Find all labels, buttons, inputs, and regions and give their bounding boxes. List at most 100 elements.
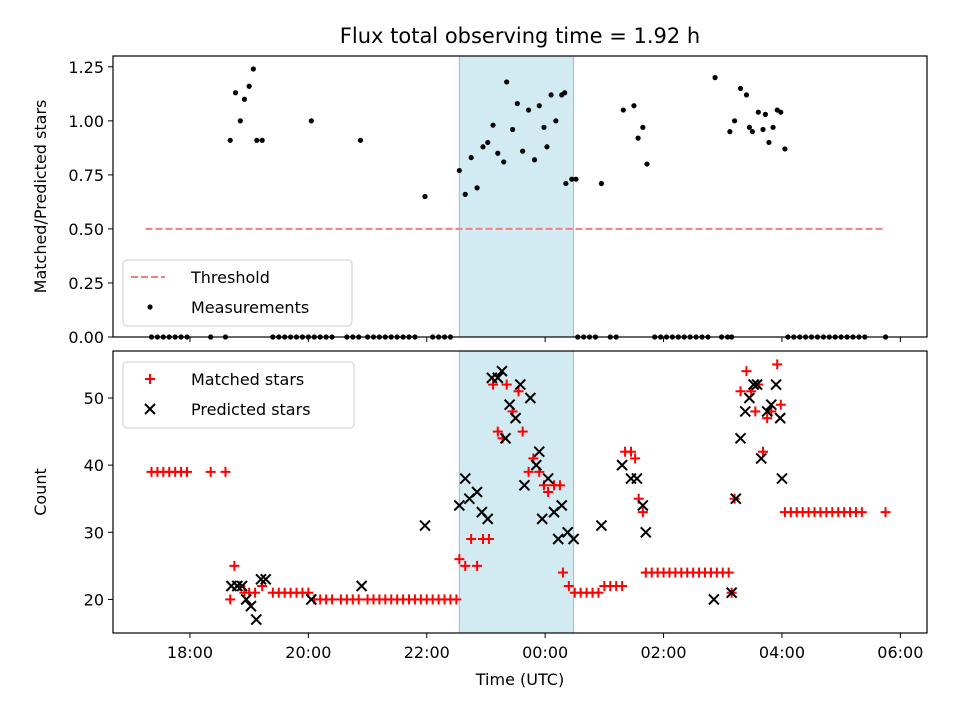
x-tick-label: 20:00 xyxy=(285,643,331,662)
predicted-point xyxy=(743,392,756,404)
measurement-point xyxy=(766,139,772,146)
measurement-point xyxy=(509,126,516,133)
measurement-point xyxy=(573,176,579,182)
measurement-point xyxy=(640,124,646,130)
x-axis-label: Time (UTC) xyxy=(475,670,564,689)
y-tick-label: 40 xyxy=(84,456,104,475)
predicted-point xyxy=(734,432,747,444)
measurement-point xyxy=(553,118,559,124)
matched-point xyxy=(543,487,554,497)
y-tick-label: 50 xyxy=(84,389,104,408)
measurement-point xyxy=(755,109,761,115)
measurement-point xyxy=(631,103,637,109)
predicted-point xyxy=(518,479,531,491)
legend-box xyxy=(122,361,355,429)
y-tick-label: 20 xyxy=(84,590,104,609)
measurement-point xyxy=(712,75,718,81)
measurement-point xyxy=(514,100,520,107)
matched-point xyxy=(557,567,568,578)
matched-point xyxy=(225,594,236,605)
predicted-point xyxy=(567,533,580,545)
matched-point xyxy=(593,587,604,598)
measurement-point xyxy=(544,144,550,150)
measurement-point xyxy=(237,118,243,124)
x-tick-label: 22:00 xyxy=(404,643,450,662)
axes-frame xyxy=(112,55,928,338)
predicted-point xyxy=(524,392,537,404)
measurement-point xyxy=(770,124,776,130)
measurement-point xyxy=(495,150,501,156)
predicted-point xyxy=(637,499,649,512)
legend-label: Matched stars xyxy=(191,370,304,389)
predicted-point xyxy=(552,533,564,545)
measurement-point xyxy=(548,92,554,98)
measurement-point xyxy=(749,129,755,135)
y-tick-label: 0.00 xyxy=(68,328,104,347)
predicted-point xyxy=(260,573,272,585)
predicted-point xyxy=(595,519,608,532)
predicted-point xyxy=(776,472,788,485)
y-tick-label: 30 xyxy=(84,523,104,542)
y-tick-label: 1.00 xyxy=(68,112,104,131)
predicted-point xyxy=(533,446,545,458)
measurement-point xyxy=(727,129,733,135)
matched-point xyxy=(182,466,192,477)
measurement-point xyxy=(480,144,486,150)
measurement-point xyxy=(525,107,532,113)
legend: Threshold Measurements xyxy=(122,259,353,327)
predicted-point xyxy=(616,459,628,471)
matched-point xyxy=(762,413,773,424)
predicted-point xyxy=(236,580,248,592)
predicted-point xyxy=(492,372,504,384)
chart-title: Flux total observing time = 1.92 h xyxy=(340,24,700,48)
predicted-point xyxy=(240,593,252,606)
measurement-point xyxy=(308,118,314,124)
predicted-point xyxy=(471,486,483,498)
matched-point xyxy=(353,594,364,605)
predicted-point xyxy=(514,378,527,391)
x-tick-label: 00:00 xyxy=(522,643,568,662)
matched-point xyxy=(250,587,261,598)
y-tick-label: 0.25 xyxy=(68,274,104,293)
matched-point xyxy=(775,399,786,410)
matched-point xyxy=(327,594,338,605)
measurement-point xyxy=(232,90,239,96)
predicted-point xyxy=(542,472,554,485)
predicted-point xyxy=(305,593,318,606)
legend-measurement-swatch xyxy=(147,304,153,310)
measurement-point xyxy=(635,135,641,141)
measurement-point xyxy=(620,107,626,113)
y-axis-label: Matched/Predicted stars xyxy=(31,100,50,294)
matched-point xyxy=(626,446,636,457)
matched-point xyxy=(483,534,494,544)
predicted-point xyxy=(747,378,760,391)
predicted-point xyxy=(755,452,767,465)
predicted-point xyxy=(482,513,494,525)
y-tick-label: 0.50 xyxy=(68,220,104,239)
predicted-point xyxy=(255,573,267,585)
matched-point xyxy=(880,507,891,518)
predicted-point xyxy=(631,472,643,485)
predicted-point xyxy=(751,378,763,391)
matched-point xyxy=(472,560,483,571)
x-tick-label: 02:00 xyxy=(641,643,687,662)
measurement-point xyxy=(474,185,480,191)
measurement-point xyxy=(422,193,428,200)
measurement-point xyxy=(782,146,788,152)
measurement-point xyxy=(485,139,491,146)
predicted-point xyxy=(509,412,522,424)
measurement-point xyxy=(504,79,510,85)
measurement-point xyxy=(259,137,265,143)
predicted-point xyxy=(536,513,548,525)
measurement-point xyxy=(737,85,744,92)
measurement-point xyxy=(250,66,256,72)
measurement-point xyxy=(462,191,468,197)
legend-predicted-swatch xyxy=(144,403,156,415)
predicted-point xyxy=(640,526,652,538)
predicted-point xyxy=(708,593,720,606)
x-tick-label: 04:00 xyxy=(759,643,805,662)
measurement-point xyxy=(569,176,575,182)
matched-point xyxy=(758,446,769,457)
y-tick-label: 1.25 xyxy=(68,58,104,77)
legend-matched-swatch xyxy=(145,374,155,384)
